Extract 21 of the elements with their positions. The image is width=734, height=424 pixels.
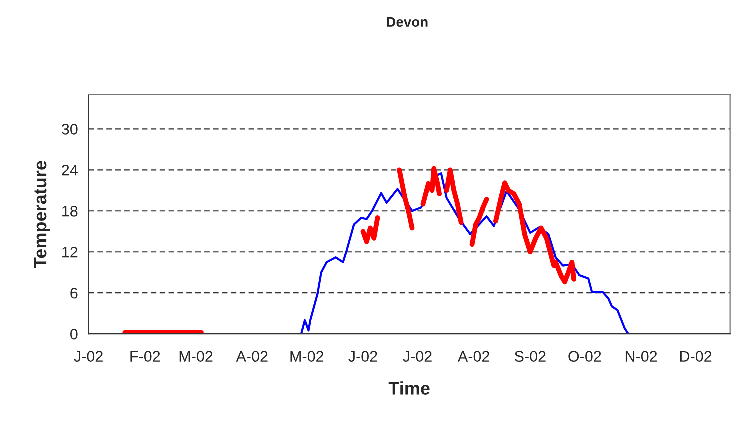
x-tick-label: M-02 bbox=[180, 351, 213, 362]
x-tick-label: O-02 bbox=[568, 351, 602, 362]
x-tick-label: A-02 bbox=[236, 351, 268, 362]
y-tick-label: 24 bbox=[62, 165, 78, 176]
y-tick-label: 0 bbox=[70, 328, 78, 340]
x-tick-label: J-02 bbox=[403, 351, 432, 362]
y-tick-label: 30 bbox=[62, 124, 78, 135]
x-tick-label: D-02 bbox=[680, 351, 712, 362]
x-tick-label: F-02 bbox=[130, 351, 160, 362]
x-tick-label: M-02 bbox=[290, 351, 324, 362]
y-tick-label: 6 bbox=[70, 288, 78, 299]
y-tick-label: 18 bbox=[62, 206, 78, 217]
x-tick-label: J-02 bbox=[74, 351, 103, 362]
x-tick-label: N-02 bbox=[626, 351, 658, 362]
x-tick-label: J-02 bbox=[348, 351, 378, 362]
x-tick-label: A-02 bbox=[458, 351, 490, 362]
x-tick-label: S-02 bbox=[514, 351, 546, 362]
x-axis-title: Time bbox=[388, 382, 430, 395]
y-axis-title: Temperature bbox=[34, 161, 50, 268]
chart-title: Devon bbox=[387, 17, 428, 28]
y-tick-label: 12 bbox=[62, 246, 78, 258]
